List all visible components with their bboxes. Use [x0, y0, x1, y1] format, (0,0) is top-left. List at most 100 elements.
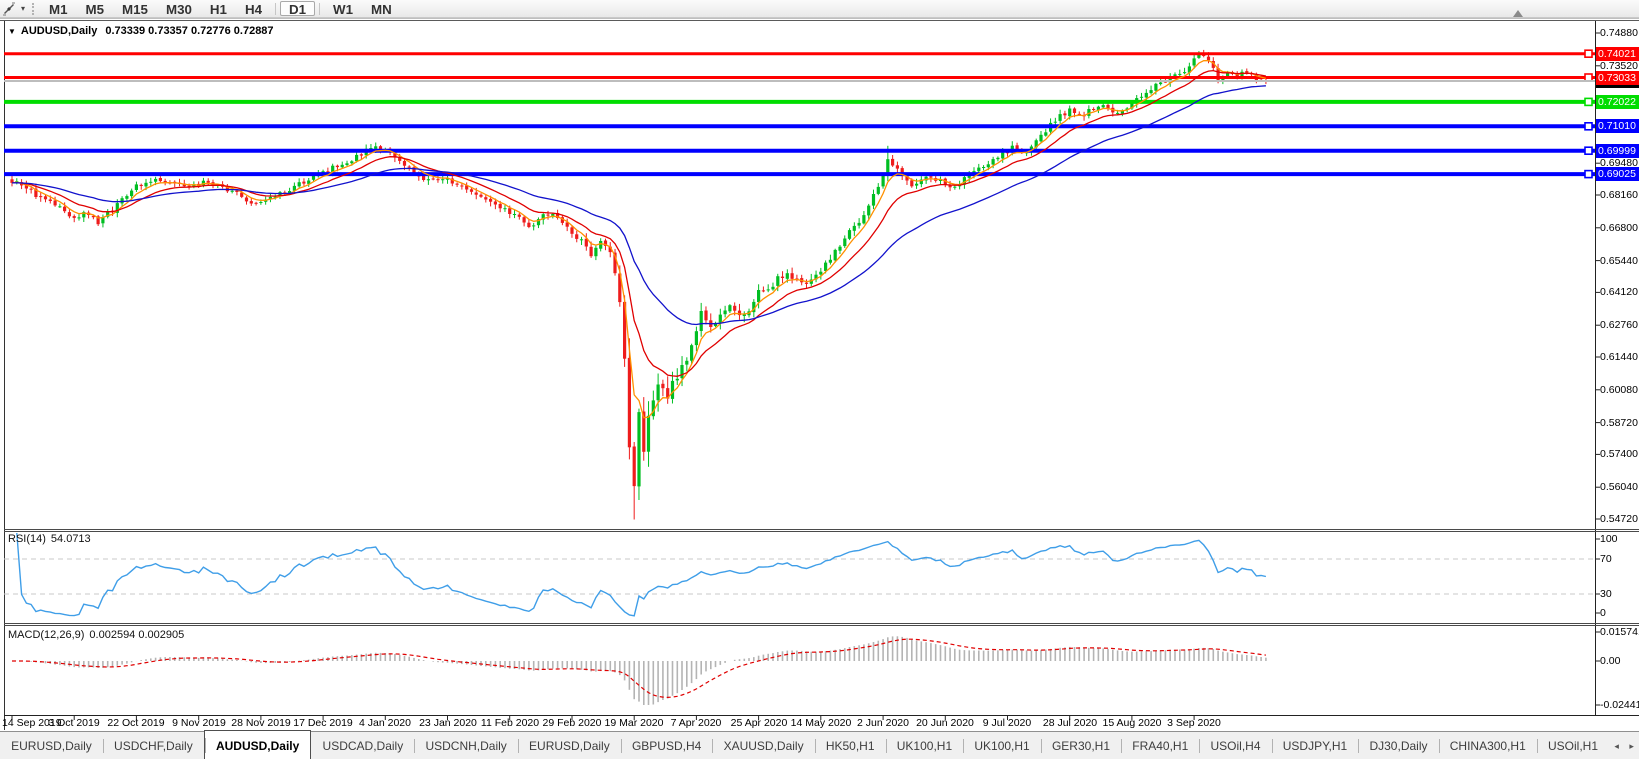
tab-usdcad-daily[interactable]: USDCAD,Daily [322, 739, 404, 753]
hline-price-badge: 0.74021 [1596, 47, 1639, 61]
hline-price-badge: 0.72022 [1596, 95, 1639, 109]
toolbar: ▾ M1 M5 M15 M30 H1 H4 D1 W1 MN [0, 0, 1639, 18]
tab-hk50-h1[interactable]: HK50,H1 [814, 732, 886, 759]
tab-usdjpy-h1[interactable]: USDJPY,H1 [1271, 732, 1359, 759]
tab-audusd-daily[interactable]: AUDUSD,Daily [203, 730, 312, 759]
macd-name: MACD(12,26,9) [8, 629, 85, 641]
timeframe-button-W1[interactable]: W1 [324, 1, 362, 17]
hline-price-badge: 0.73033 [1596, 71, 1639, 85]
rsi-axis-label: 0 [1600, 607, 1606, 619]
price-axis-label: 0.65440 [1600, 255, 1638, 267]
chart-tab-bar: EURUSD,Daily USDCHF,Daily AUDUSD,Daily USDC… [0, 730, 1639, 759]
crosshair-cursor-icon[interactable] [0, 1, 18, 16]
toolbar-separator [319, 2, 321, 15]
macd-histogram [15, 636, 1267, 705]
price-axis-label: 0.58720 [1600, 417, 1638, 429]
tab-usdchf-daily[interactable]: USDCHF,Daily [102, 732, 204, 759]
date-axis-label: 3 Oct 2019 [48, 717, 100, 729]
date-axis-label: 15 Aug 2020 [1102, 717, 1162, 729]
tab-scroll-right-icon[interactable]: ▸ [1629, 740, 1634, 751]
tab-eurusd-daily[interactable]: EURUSD,Daily [517, 732, 621, 759]
price-axis-label: 0.64120 [1600, 286, 1638, 298]
date-axis-label: 14 Sep 2019 [2, 717, 62, 729]
slow-ma-line [11, 85, 1266, 326]
price-axis-label: 0.60080 [1600, 384, 1638, 396]
date-axis-label: 20 Jun 2020 [916, 717, 974, 729]
rsi-line [16, 532, 1267, 617]
price-axis-label: 0.69480 [1600, 157, 1638, 169]
timeframe-button-MN[interactable]: MN [362, 1, 401, 17]
tab-gbpusd-h4[interactable]: GBPUSD,H4 [620, 732, 713, 759]
price-axis-label: 0.54720 [1600, 513, 1638, 525]
date-axis-label: 9 Nov 2019 [172, 717, 226, 729]
date-axis-label: 22 Oct 2019 [107, 717, 165, 729]
chart-title: ▼ AUDUSD,Daily 0.73339 0.73357 0.72776 0.7… [8, 25, 274, 37]
date-axis-label: 9 Jul 2020 [982, 717, 1032, 729]
rsi-value: 54.0713 [50, 533, 91, 545]
date-axis-label: 4 Jan 2020 [359, 717, 411, 729]
date-axis-label: 28 Jul 2020 [1042, 717, 1098, 729]
hline-price-badge: 0.69999 [1596, 144, 1639, 158]
price-axis-label: 0.73520 [1600, 60, 1638, 72]
tab-usdcnh-daily[interactable]: USDCNH,Daily [414, 732, 518, 759]
hline-handle[interactable] [1584, 49, 1593, 59]
toolbar-grip[interactable] [32, 2, 34, 15]
hline-handle[interactable] [1584, 97, 1593, 107]
price-axis-label: 0.66800 [1600, 222, 1638, 234]
tool-dropdown-arrow-icon[interactable]: ▾ [20, 4, 25, 13]
toolbar-separator [275, 2, 276, 15]
chart-title-dropdown-icon[interactable]: ▼ [8, 27, 16, 36]
tab-uk100-h1[interactable]: UK100,H1 [963, 732, 1041, 759]
tab-ger30-h1[interactable]: GER30,H1 [1040, 732, 1121, 759]
hline-price-badge: 0.69025 [1596, 167, 1639, 181]
price-axis-label: 0.56040 [1600, 481, 1638, 493]
rsi-name: RSI(14) [8, 533, 46, 545]
price-axis-label: 0.68160 [1600, 189, 1638, 201]
rsi-indicator-label: RSI(14) 54.0713 [8, 533, 91, 545]
chart-scroll-indicator-icon[interactable] [1513, 10, 1523, 17]
date-axis-label: 19 Mar 2020 [604, 717, 664, 729]
hline-handle[interactable] [1584, 146, 1593, 155]
rsi-axis-label: 30 [1600, 588, 1612, 600]
tab-uk100-h1[interactable]: UK100,H1 [885, 732, 964, 759]
price-axis-label: 0.57400 [1600, 448, 1638, 460]
hline-handle[interactable] [1584, 73, 1593, 82]
tab-xauusd-daily[interactable]: XAUUSD,Daily [712, 732, 814, 759]
date-axis-label: 7 Apr 2020 [670, 717, 722, 729]
hline-price-badge: 0.71010 [1596, 119, 1639, 133]
timeframe-button-D1[interactable]: D1 [280, 1, 316, 17]
macd-axis-label: 0.00 [1600, 655, 1621, 667]
hline-handle[interactable] [1584, 122, 1593, 131]
date-axis-label: 2 Jun 2020 [857, 717, 909, 729]
medium-ma-line [11, 69, 1267, 377]
date-axis-label: 14 May 2020 [790, 717, 852, 729]
tab-eurusd-daily[interactable]: EURUSD,Daily [11, 739, 92, 753]
date-axis-label: 23 Jan 2020 [419, 717, 477, 729]
price-axis-label: 0.74880 [1600, 27, 1638, 39]
macd-indicator-label: MACD(12,26,9) 0.002594 0.002905 [8, 629, 184, 641]
timeframe-button-H4[interactable]: H4 [236, 1, 271, 17]
timeframe-button-H1[interactable]: H1 [201, 1, 236, 17]
date-axis-label: 29 Feb 2020 [542, 717, 602, 729]
tab-dj30-daily[interactable]: DJ30,Daily [1358, 732, 1438, 759]
tab-usoil-h1[interactable]: USOil,H1 [1536, 732, 1609, 759]
tab-fra40-h1[interactable]: FRA40,H1 [1121, 732, 1199, 759]
timeframe-button-M15[interactable]: M15 [113, 1, 157, 17]
date-axis-label: 28 Nov 2019 [231, 717, 291, 729]
chart-symbol-timeframe: AUDUSD,Daily [20, 25, 98, 37]
date-axis-label: 3 Sep 2020 [1167, 717, 1221, 729]
macd-signal-line [12, 638, 1266, 699]
hline-handle[interactable] [1584, 169, 1593, 179]
timeframe-button-M1[interactable]: M1 [40, 1, 77, 17]
tab-scroll-left-icon[interactable]: ◂ [1614, 740, 1619, 751]
timeframe-button-group: M1 M5 M15 M30 H1 H4 D1 W1 MN [40, 1, 401, 17]
macd-axis-label: 0.015741 [1600, 626, 1639, 638]
timeframe-button-M5[interactable]: M5 [77, 1, 114, 17]
timeframe-button-M30[interactable]: M30 [157, 1, 201, 17]
macd-axis-label: -0.024412 [1600, 699, 1639, 711]
tab-usoil-h4[interactable]: USOil,H4 [1199, 732, 1271, 759]
macd-values: 0.002594 0.002905 [89, 629, 185, 641]
tab-china300-h1[interactable]: CHINA300,H1 [1438, 732, 1537, 759]
